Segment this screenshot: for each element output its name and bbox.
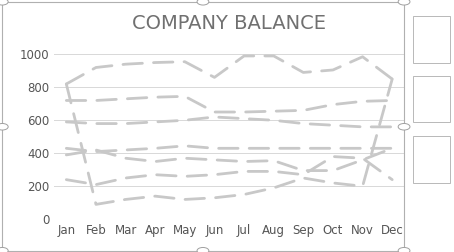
Polygon shape — [420, 147, 444, 170]
Title: COMPANY BALANCE: COMPANY BALANCE — [132, 14, 326, 34]
